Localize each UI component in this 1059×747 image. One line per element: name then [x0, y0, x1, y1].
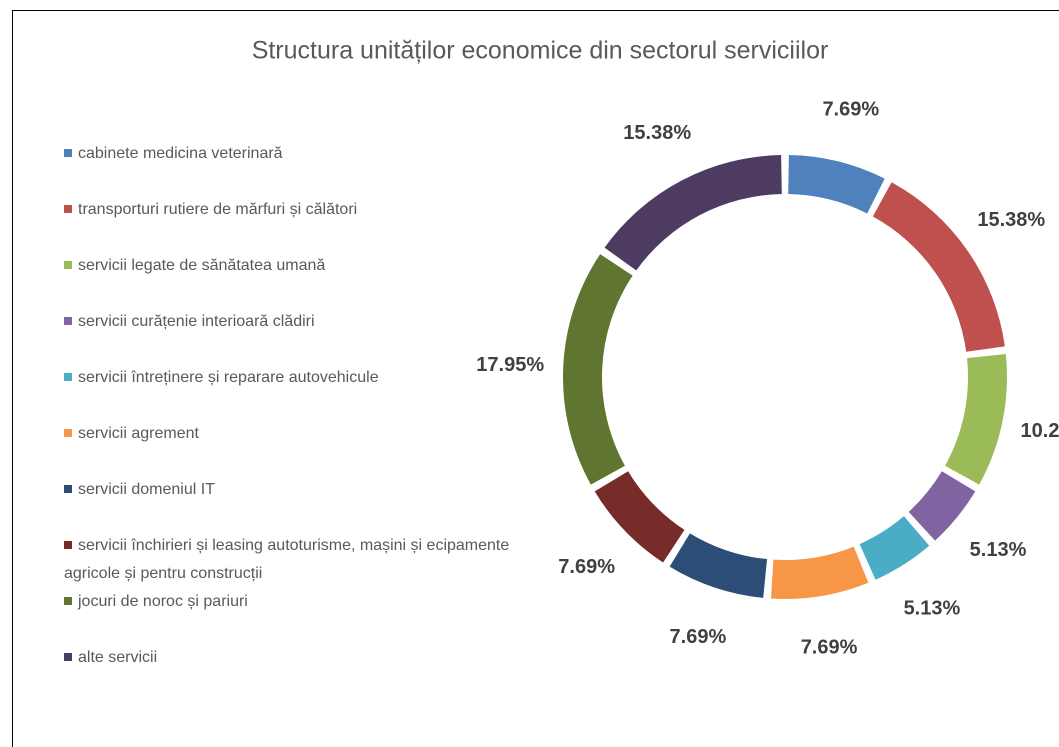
legend-label: servicii agrement [78, 425, 199, 442]
legend-label: servicii închirieri și leasing autoturis… [64, 537, 510, 582]
data-label: 17.95% [476, 354, 544, 376]
legend-label: alte servicii [78, 649, 158, 666]
legend-swatch [64, 317, 72, 325]
legend-item: alte servicii [64, 644, 514, 672]
donut-segment [563, 254, 633, 485]
donut-segment [770, 546, 869, 599]
legend-swatch [64, 373, 72, 381]
donut-segment [788, 155, 885, 214]
legend-swatch [64, 205, 72, 213]
legend-item: servicii închirieri și leasing autoturis… [64, 532, 514, 588]
data-label: 7.69% [801, 637, 858, 659]
chart-title: Structura unităților economice din secto… [252, 37, 829, 65]
legend-label: transporturi rutiere de mărfuri și călăt… [78, 201, 358, 218]
legend-item: jocuri de noroc și pariuri [64, 588, 514, 616]
donut-segment [669, 533, 768, 598]
data-label: 15.38% [623, 122, 691, 144]
legend-swatch [64, 597, 72, 605]
legend-label: servicii domeniul IT [78, 481, 215, 498]
donut-segment [604, 155, 782, 271]
legend-label: servicii curățenie interioară clădiri [78, 313, 315, 330]
data-label: 15.38% [977, 209, 1045, 231]
legend-item: servicii domeniul IT [64, 476, 514, 504]
data-label: 10.26% [1021, 420, 1059, 442]
legend-item: servicii curățenie interioară clădiri [64, 308, 514, 336]
donut-segment [859, 516, 930, 580]
donut-segment [908, 471, 976, 541]
legend-swatch [64, 149, 72, 157]
legend-swatch [64, 541, 72, 549]
legend-swatch [64, 485, 72, 493]
legend-item: servicii agrement [64, 420, 514, 448]
data-label: 7.69% [822, 98, 879, 120]
data-label: 7.69% [670, 626, 727, 648]
legend-swatch [64, 261, 72, 269]
legend-item: servicii legate de sănătatea umană [64, 252, 514, 280]
legend-label: cabinete medicina veterinară [78, 145, 283, 162]
legend-item: cabinete medicina veterinară [64, 140, 514, 168]
legend-label: servicii legate de sănătatea umană [78, 257, 326, 274]
data-label: 7.69% [558, 556, 615, 578]
legend-swatch [64, 429, 72, 437]
donut-segment [594, 471, 685, 563]
legend-item: servicii întreținere și reparare autoveh… [64, 364, 514, 392]
data-label: 5.13% [904, 598, 961, 620]
data-label: 5.13% [970, 539, 1027, 561]
legend-label: servicii întreținere și reparare autoveh… [78, 369, 379, 386]
donut-segment [945, 354, 1007, 485]
legend-label: jocuri de noroc și pariuri [78, 593, 248, 610]
legend-swatch [64, 653, 72, 661]
chart-frame [12, 10, 1059, 747]
donut-segment [872, 182, 1005, 352]
legend-item: transporturi rutiere de mărfuri și călăt… [64, 196, 514, 224]
